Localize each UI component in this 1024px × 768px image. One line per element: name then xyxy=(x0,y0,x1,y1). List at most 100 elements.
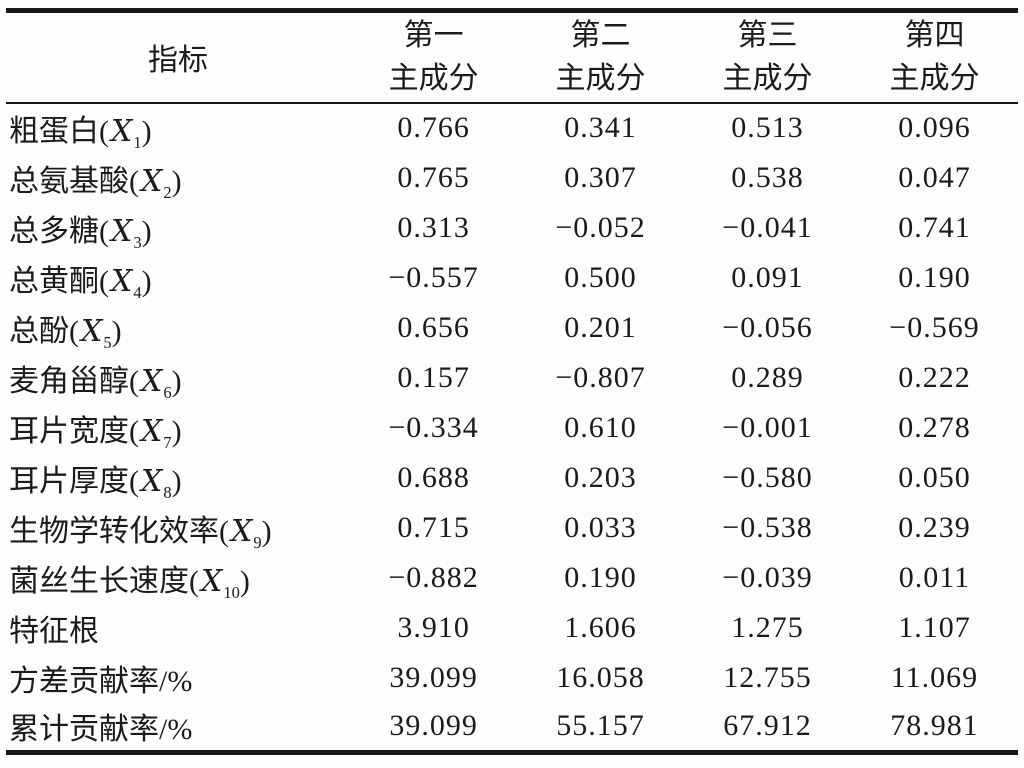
value-cell: 0.513 xyxy=(731,111,804,144)
indicator-label: 方差贡献率/% xyxy=(9,664,193,698)
component-header-line2: 主成分 xyxy=(555,62,646,96)
value-cell: 11.069 xyxy=(890,660,979,694)
header-row: 指标 第一 主成分 第二 主成分 第三 主成分 第四 主成分 xyxy=(6,10,1018,104)
variable-symbol: X xyxy=(141,413,163,449)
variable-symbol: X xyxy=(201,563,223,599)
value-cell: 0.289 xyxy=(731,360,804,394)
value-cell: −0.041 xyxy=(722,210,813,244)
table-row: 累计贡献率/% 39.099 55.157 67.912 78.981 xyxy=(6,703,1018,753)
value-cell: 1.606 xyxy=(564,610,637,644)
component-header-4: 第四 主成分 xyxy=(851,10,1018,104)
value-cell: 0.715 xyxy=(397,510,470,544)
value-cell: −0.557 xyxy=(388,260,479,294)
indicator-label: 总多糖(X3) xyxy=(9,213,152,252)
component-header-line2: 主成分 xyxy=(722,62,813,96)
table-row: 总多糖(X3) 0.313 −0.052 −0.041 0.741 xyxy=(6,203,1018,253)
value-cell: 0.688 xyxy=(397,460,470,494)
indicator-label: 总氨基酸(X2) xyxy=(9,163,182,202)
value-cell: 0.656 xyxy=(397,310,470,344)
value-cell: 67.912 xyxy=(723,709,812,743)
table-row: 耳片厚度(X8) 0.688 0.203 −0.580 0.050 xyxy=(6,453,1018,503)
value-cell: 0.222 xyxy=(898,360,971,394)
value-cell: 0.011 xyxy=(898,560,971,594)
value-cell: 1.107 xyxy=(898,610,971,644)
component-header-2: 第二 主成分 xyxy=(517,10,685,104)
indicator-label: 粗蛋白(X1) xyxy=(9,114,152,152)
variable-subscript: 10 xyxy=(223,582,240,602)
variable-subscript: 7 xyxy=(163,432,172,452)
value-cell: 0.278 xyxy=(898,410,971,444)
variable-symbol: X xyxy=(111,213,133,249)
indicator-label: 累计贡献率/% xyxy=(9,713,193,747)
variable-subscript: 8 xyxy=(163,482,172,502)
variable-subscript: 6 xyxy=(163,382,172,402)
value-cell: 0.157 xyxy=(397,360,470,394)
value-cell: 39.099 xyxy=(389,709,478,743)
value-cell: 0.313 xyxy=(397,210,470,244)
component-header-line2: 主成分 xyxy=(388,62,479,96)
value-cell: 0.050 xyxy=(898,460,971,494)
value-cell: 1.275 xyxy=(731,610,804,644)
value-cell: −0.580 xyxy=(722,460,813,494)
component-header-line1: 第二 xyxy=(570,18,631,52)
variable-symbol: X xyxy=(141,363,163,399)
variable-subscript: 4 xyxy=(133,282,142,302)
value-cell: 0.538 xyxy=(731,160,804,194)
indicator-label: 耳片宽度(X7) xyxy=(9,413,182,452)
indicator-label: 总黄酮(X4) xyxy=(9,263,152,302)
variable-symbol: X xyxy=(81,313,103,349)
component-header-line2: 主成分 xyxy=(889,62,980,96)
value-cell: 0.047 xyxy=(898,160,971,194)
value-cell: 0.096 xyxy=(898,111,971,144)
principal-component-table: 指标 第一 主成分 第二 主成分 第三 主成分 第四 主成分 粗蛋白(X1) 0.766 0.34… xyxy=(6,8,1018,755)
value-cell: 0.307 xyxy=(564,160,637,194)
indicator-label: 特征根 xyxy=(9,614,99,648)
component-header-line1: 第三 xyxy=(737,18,798,52)
table-body: 粗蛋白(X1) 0.766 0.341 0.513 0.096 总氨基酸(X2) 0.765… xyxy=(6,103,1018,753)
value-cell: −0.569 xyxy=(889,310,980,344)
value-cell: 12.755 xyxy=(723,660,812,694)
variable-subscript: 5 xyxy=(103,332,112,352)
component-header-3: 第三 主成分 xyxy=(684,10,851,104)
variable-symbol: X xyxy=(231,513,253,549)
value-cell: −0.052 xyxy=(555,210,646,244)
value-cell: 0.203 xyxy=(564,460,637,494)
value-cell: 0.201 xyxy=(564,310,637,344)
value-cell: 78.981 xyxy=(890,709,979,743)
component-header-line1: 第一 xyxy=(403,18,464,52)
value-cell: −0.001 xyxy=(722,410,813,444)
table-row: 生物学转化效率(X9) 0.715 0.033 −0.538 0.239 xyxy=(6,503,1018,553)
value-cell: −0.538 xyxy=(722,510,813,544)
variable-symbol: X xyxy=(141,163,163,199)
value-cell: 39.099 xyxy=(389,660,478,694)
table-row: 菌丝生长速度(X10) −0.882 0.190 −0.039 0.011 xyxy=(6,553,1018,603)
value-cell: −0.882 xyxy=(388,560,479,594)
table-row: 麦角甾醇(X6) 0.157 −0.807 0.289 0.222 xyxy=(6,353,1018,403)
indicator-label: 耳片厚度(X8) xyxy=(9,463,182,502)
component-header-line1: 第四 xyxy=(904,18,965,52)
table-row: 耳片宽度(X7) −0.334 0.610 −0.001 0.278 xyxy=(6,403,1018,453)
value-cell: 0.190 xyxy=(898,260,971,294)
indicator-label: 总酚(X5) xyxy=(9,313,122,352)
variable-subscript: 3 xyxy=(133,232,142,252)
table-header: 指标 第一 主成分 第二 主成分 第三 主成分 第四 主成分 xyxy=(6,10,1018,104)
value-cell: 55.157 xyxy=(556,709,645,743)
value-cell: −0.039 xyxy=(722,560,813,594)
value-cell: 0.500 xyxy=(564,260,637,294)
variable-symbol: X xyxy=(111,114,133,149)
table-row: 总酚(X5) 0.656 0.201 −0.056 −0.569 xyxy=(6,303,1018,353)
value-cell: 0.239 xyxy=(898,510,971,544)
table-row: 总黄酮(X4) −0.557 0.500 0.091 0.190 xyxy=(6,253,1018,303)
variable-subscript: 2 xyxy=(163,182,172,202)
value-cell: −0.807 xyxy=(555,360,646,394)
value-cell: 16.058 xyxy=(556,660,645,694)
value-cell: 3.910 xyxy=(397,610,470,644)
table-row: 特征根 3.910 1.606 1.275 1.107 xyxy=(6,603,1018,653)
variable-subscript: 1 xyxy=(133,133,142,152)
table-row: 总氨基酸(X2) 0.765 0.307 0.538 0.047 xyxy=(6,153,1018,203)
component-header-1: 第一 主成分 xyxy=(350,10,518,104)
value-cell: 0.033 xyxy=(564,510,637,544)
value-cell: 0.610 xyxy=(564,410,637,444)
value-cell: −0.056 xyxy=(722,310,813,344)
